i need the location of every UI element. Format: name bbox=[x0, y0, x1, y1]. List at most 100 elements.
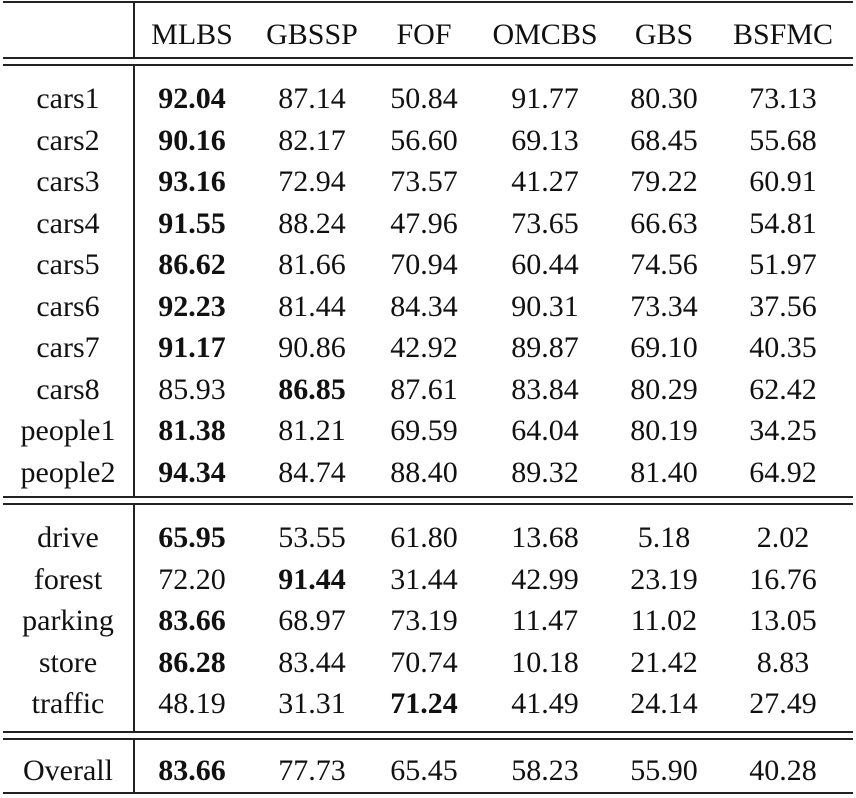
section-double-rule-bottom bbox=[3, 503, 853, 505]
table-row: drive 65.95 53.55 61.80 13.68 5.18 2.02 bbox=[0, 517, 856, 559]
value-cell: 82.17 bbox=[278, 123, 346, 157]
table-row: cars6 92.23 81.44 84.34 90.31 73.34 37.56 bbox=[0, 286, 856, 328]
bottom-rule bbox=[3, 792, 853, 794]
value-cell: 87.61 bbox=[390, 372, 458, 406]
value-cell: 54.81 bbox=[749, 206, 817, 240]
table-row: cars7 91.17 90.86 42.92 89.87 69.10 40.35 bbox=[0, 327, 856, 369]
value-cell: 40.28 bbox=[749, 754, 817, 787]
column-separator bbox=[133, 738, 135, 794]
value-cell: 55.68 bbox=[749, 123, 817, 157]
row-label: store bbox=[38, 645, 98, 679]
top-rule bbox=[3, 1, 853, 3]
value-cell: 73.57 bbox=[390, 165, 458, 198]
value-cell: 81.66 bbox=[278, 248, 346, 281]
column-header: FOF bbox=[396, 18, 452, 51]
value-cell: 5.18 bbox=[637, 521, 691, 554]
value-cell: 31.31 bbox=[278, 687, 346, 720]
value-cell: 88.24 bbox=[278, 206, 346, 240]
value-cell: 21.42 bbox=[630, 645, 698, 679]
value-cell: 68.45 bbox=[630, 123, 698, 157]
row-label: forest bbox=[33, 562, 103, 596]
value-cell: 2.02 bbox=[756, 521, 810, 554]
row-label: cars5 bbox=[36, 248, 100, 281]
column-header: GBS bbox=[634, 18, 694, 51]
value-cell: 69.13 bbox=[511, 123, 579, 157]
best-value-cell: 91.44 bbox=[278, 562, 346, 596]
value-cell: 58.23 bbox=[511, 754, 579, 787]
value-cell: 90.31 bbox=[511, 289, 579, 323]
value-cell: 53.55 bbox=[278, 521, 346, 554]
value-cell: 37.56 bbox=[749, 289, 817, 323]
value-cell: 77.73 bbox=[278, 754, 346, 787]
value-cell: 13.68 bbox=[511, 521, 579, 554]
best-value-cell: 86.85 bbox=[278, 372, 346, 406]
row-label: cars2 bbox=[36, 123, 100, 157]
header-double-rule-bottom bbox=[3, 64, 853, 66]
value-cell: 40.35 bbox=[749, 331, 817, 364]
row-label: people2 bbox=[20, 455, 116, 489]
value-cell: 51.97 bbox=[749, 248, 817, 281]
value-cell: 80.19 bbox=[630, 414, 698, 447]
row-label: traffic bbox=[31, 687, 105, 720]
value-cell: 50.84 bbox=[390, 82, 458, 115]
best-value-cell: 92.04 bbox=[158, 82, 226, 115]
value-cell: 23.19 bbox=[630, 562, 698, 596]
value-cell: 89.32 bbox=[511, 455, 579, 489]
value-cell: 72.94 bbox=[278, 165, 346, 198]
value-cell: 88.40 bbox=[390, 455, 458, 489]
row-label: cars8 bbox=[36, 372, 100, 406]
table-row: cars2 90.16 82.17 56.60 69.13 68.45 55.68 bbox=[0, 120, 856, 162]
table-row: people1 81.38 81.21 69.59 64.04 80.19 34.25 bbox=[0, 410, 856, 452]
overall-double-rule-top bbox=[3, 731, 853, 733]
table-row: cars3 93.16 72.94 73.57 41.27 79.22 60.91 bbox=[0, 161, 856, 203]
value-cell: 24.14 bbox=[630, 687, 698, 720]
table-row: cars5 86.62 81.66 70.94 60.44 74.56 51.97 bbox=[0, 244, 856, 286]
value-cell: 72.20 bbox=[158, 562, 226, 596]
best-value-cell: 91.17 bbox=[158, 331, 226, 364]
value-cell: 60.44 bbox=[511, 248, 579, 281]
value-cell: 13.05 bbox=[749, 604, 817, 637]
value-cell: 61.80 bbox=[390, 521, 458, 554]
value-cell: 80.30 bbox=[630, 82, 698, 115]
value-cell: 91.77 bbox=[511, 82, 579, 115]
column-separator bbox=[133, 1, 135, 58]
value-cell: 11.47 bbox=[511, 604, 579, 637]
row-label: cars4 bbox=[36, 206, 100, 240]
best-value-cell: 65.95 bbox=[158, 521, 226, 554]
value-cell: 41.27 bbox=[511, 165, 579, 198]
value-cell: 74.56 bbox=[630, 248, 698, 281]
best-value-cell: 81.38 bbox=[158, 414, 226, 447]
value-cell: 69.59 bbox=[390, 414, 458, 447]
column-header: BSFMC bbox=[732, 18, 834, 51]
value-cell: 60.91 bbox=[749, 165, 817, 198]
value-cell: 73.13 bbox=[749, 82, 817, 115]
best-value-cell: 94.34 bbox=[158, 455, 226, 489]
value-cell: 56.60 bbox=[390, 123, 458, 157]
value-cell: 70.94 bbox=[390, 248, 458, 281]
best-value-cell: 86.62 bbox=[158, 248, 226, 281]
value-cell: 64.04 bbox=[511, 414, 579, 447]
section-double-rule-top bbox=[3, 496, 853, 498]
row-label: parking bbox=[22, 604, 114, 637]
table-row: store 86.28 83.44 70.74 10.18 21.42 8.83 bbox=[0, 642, 856, 684]
header-row: MLBS GBSSP FOF OMCBS GBS BSFMC bbox=[0, 14, 856, 56]
value-cell: 8.83 bbox=[756, 645, 810, 679]
value-cell: 83.44 bbox=[278, 645, 346, 679]
value-cell: 79.22 bbox=[630, 165, 698, 198]
overall-double-rule-bottom bbox=[3, 738, 853, 740]
best-value-cell: 83.66 bbox=[158, 604, 226, 637]
value-cell: 66.63 bbox=[630, 206, 698, 240]
best-value-cell: 86.28 bbox=[158, 645, 226, 679]
table-row: cars1 92.04 87.14 50.84 91.77 80.30 73.13 bbox=[0, 78, 856, 120]
value-cell: 62.42 bbox=[749, 372, 817, 406]
value-cell: 84.34 bbox=[390, 289, 458, 323]
value-cell: 41.49 bbox=[511, 687, 579, 720]
table-row: Overall 83.66 77.73 65.45 58.23 55.90 40.28 bbox=[0, 750, 856, 792]
value-cell: 68.97 bbox=[278, 604, 346, 637]
column-header: OMCBS bbox=[492, 18, 598, 51]
row-label: cars3 bbox=[36, 165, 100, 198]
table-row: cars8 85.93 86.85 87.61 83.84 80.29 62.42 bbox=[0, 369, 856, 411]
row-label: cars1 bbox=[36, 82, 100, 115]
table-row: forest 72.20 91.44 31.44 42.99 23.19 16.76 bbox=[0, 559, 856, 601]
value-cell: 47.96 bbox=[390, 206, 458, 240]
